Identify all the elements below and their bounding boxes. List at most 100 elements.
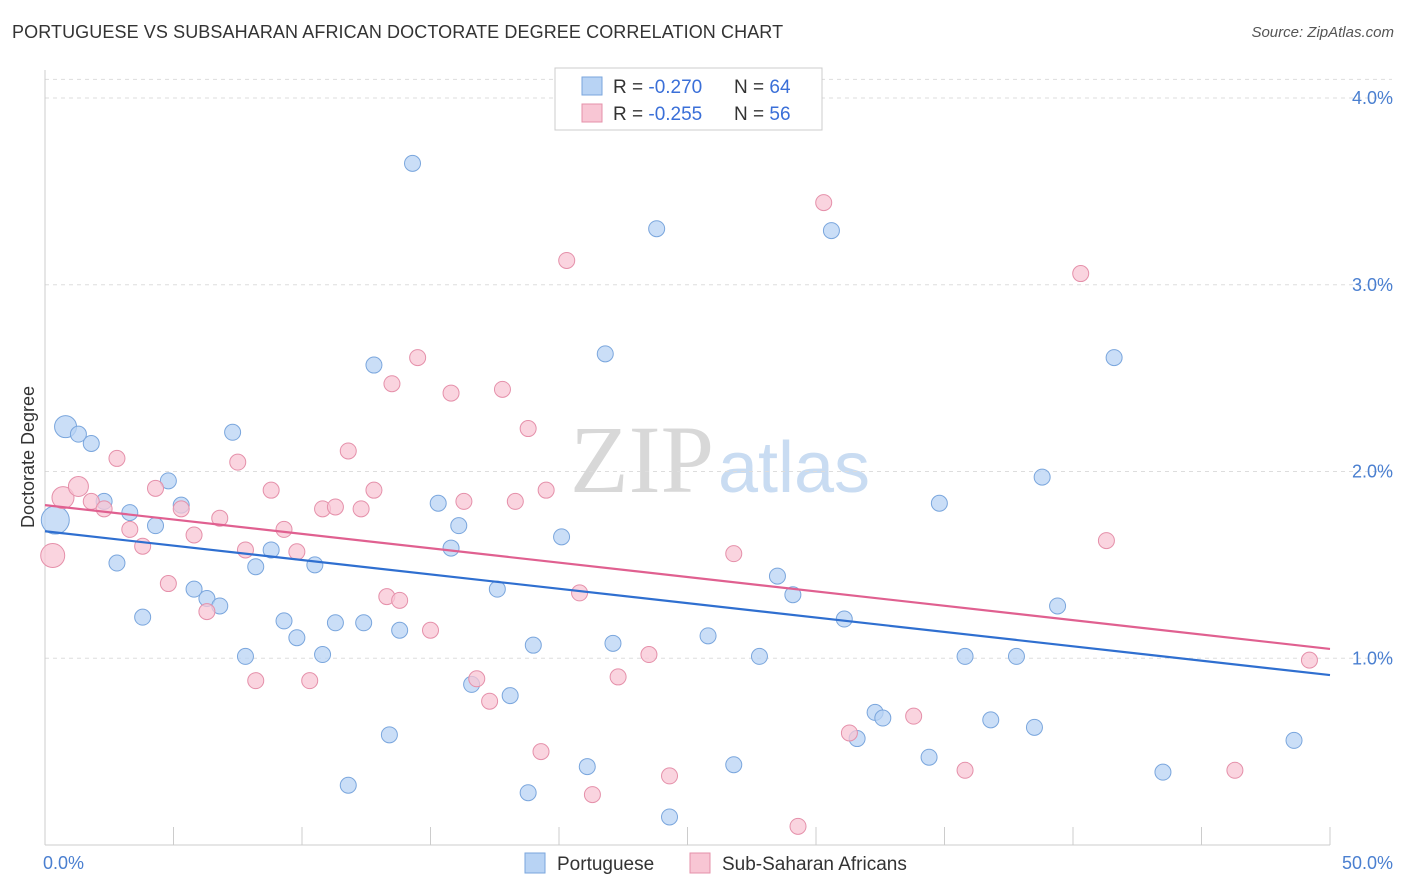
portuguese-point [326,614,344,632]
watermark-atlas: atlas [718,428,870,508]
portuguese-point [553,528,571,546]
subsaharan-point [905,707,923,725]
legend-row: R = -0.270 [613,77,702,98]
portuguese-point [224,423,242,441]
portuguese-point [874,709,892,727]
portuguese-point [380,726,398,744]
subsaharan-point [956,761,974,779]
subsaharan-point [815,194,833,212]
portuguese-point [519,784,537,802]
portuguese-point [236,647,254,665]
series-legend: Portuguese Sub-Saharan Africans [524,852,907,875]
portuguese-point [147,517,165,535]
chart-title: PORTUGUESE VS SUBSAHARAN AFRICAN DOCTORA… [12,22,784,42]
portuguese-point [185,580,203,598]
portuguese-trend-line [44,530,1331,677]
subsaharan-point [1097,532,1115,550]
legend-n-value: 64 [769,77,791,98]
y-tick-label: 1.0% [1352,648,1393,668]
subsaharan-point [262,481,280,499]
subsaharan-point [121,520,139,538]
subsaharan-point [609,668,627,686]
portuguese-point [288,629,306,647]
portuguese-point [306,556,324,574]
legend-row-n: N = 64 [734,77,791,98]
portuguese-point [247,558,265,576]
portuguese-point [275,612,293,630]
subsaharan-point [301,672,319,690]
subsaharan-point [352,500,370,518]
legend-r-label: R = [613,77,648,98]
portuguese-point [159,472,177,490]
subsaharan-trend-line [44,504,1331,651]
subsaharan-point [725,545,743,563]
subsaharan-point [40,543,66,569]
portuguese-point [596,345,614,363]
portuguese-point [1154,763,1172,781]
subsaharan-point [1226,761,1244,779]
y-tick-label: 3.0% [1352,275,1393,295]
portuguese-point [648,220,666,238]
portuguese-point [1285,731,1303,749]
portuguese-point [725,756,743,774]
subsaharan-point [236,541,254,559]
subsaharan-point [211,509,229,527]
watermark-zip: ZIP [570,406,714,513]
subsaharan-point [67,475,89,497]
subsaharan-point [481,692,499,710]
portuguese-point [1049,597,1067,615]
subsaharan-point [339,442,357,460]
legend-swatch-subsaharan [689,852,711,874]
portuguese-point [404,154,422,172]
portuguese-point [108,554,126,572]
legend-swatch-pink [581,103,603,123]
portuguese-point [82,434,100,452]
subsaharan-point [1300,651,1318,669]
legend-label-portuguese: Portuguese [557,854,654,875]
portuguese-point [339,776,357,794]
legend-r-label: R = [613,104,648,125]
y-axis-label: Doctorate Degree [18,386,38,528]
subsaharan-point [493,380,511,398]
portuguese-point [314,646,332,664]
legend-row: R = -0.255 [613,104,702,125]
portuguese-point [982,711,1000,729]
portuguese-point [262,541,280,559]
portuguese-point [524,636,542,654]
portuguese-point [920,748,938,766]
portuguese-point [442,539,460,557]
subsaharan-point [519,420,537,438]
portuguese-point [604,634,622,652]
legend-r-value: -0.270 [648,77,702,98]
subsaharan-point [661,767,679,785]
subsaharan-point [537,481,555,499]
subsaharan-point [532,743,550,761]
legend-label-subsaharan: Sub-Saharan Africans [722,854,907,875]
subsaharan-point [185,526,203,544]
legend-row-n: N = 56 [734,104,791,125]
watermark: ZIPatlas [570,406,870,513]
portuguese-point [956,647,974,665]
portuguese-point [578,758,596,776]
subsaharan-point [326,498,344,516]
portuguese-point [355,614,373,632]
subsaharan-point [95,500,113,518]
subsaharan-point [365,481,383,499]
subsaharan-point [229,453,247,471]
y-tick-label: 2.0% [1352,462,1393,482]
subsaharan-point [409,349,427,367]
legend-swatch-portuguese [524,852,546,874]
subsaharan-point [247,672,265,690]
subsaharan-point [198,603,216,621]
portuguese-point [391,621,409,639]
subsaharan-point [383,375,401,393]
portuguese-point [1033,468,1051,486]
portuguese-point [661,808,679,826]
portuguese-point [822,222,840,240]
subsaharan-point [422,621,439,639]
subsaharan-point [275,520,293,538]
y-tick-label: 4.0% [1352,88,1393,108]
portuguese-point [121,504,139,522]
portuguese-point [429,494,447,512]
